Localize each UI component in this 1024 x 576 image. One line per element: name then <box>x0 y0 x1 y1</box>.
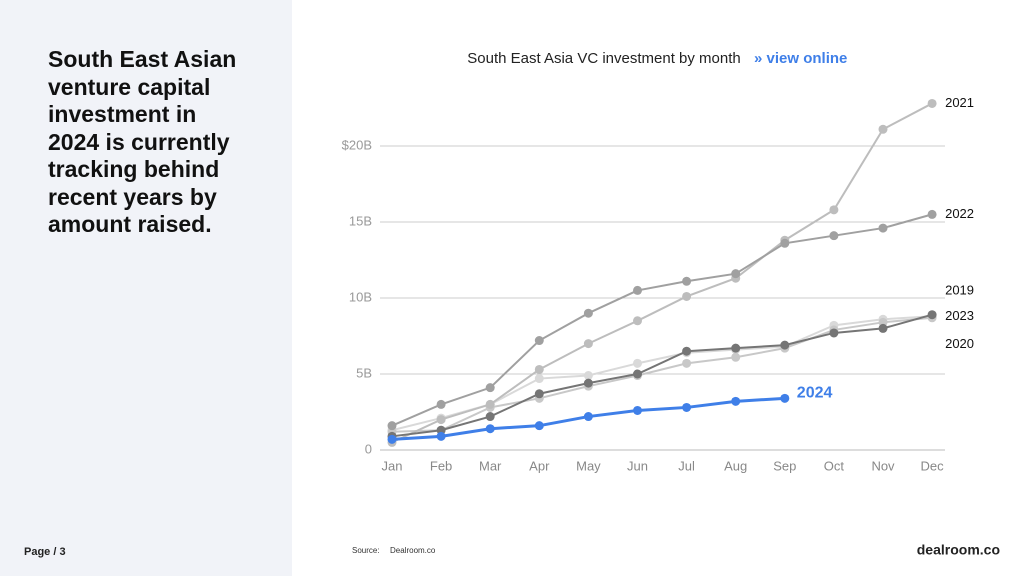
data-point <box>436 415 446 425</box>
x-tick-label: Oct <box>824 458 845 473</box>
series-line <box>391 315 933 432</box>
series-label: 2022 <box>945 206 974 221</box>
data-point <box>583 339 593 349</box>
x-tick-label: Jul <box>678 458 695 473</box>
data-point <box>780 238 790 248</box>
data-point <box>436 431 446 441</box>
source: Dealroom.co <box>390 546 436 555</box>
series-label: 2020 <box>945 336 974 351</box>
chart-title: South East Asia VC investment by month <box>467 50 740 67</box>
x-tick-label: Mar <box>479 458 502 473</box>
x-tick-label: Jun <box>627 458 648 473</box>
data-point <box>731 269 741 279</box>
data-point <box>927 98 937 108</box>
data-point <box>731 396 741 406</box>
data-point <box>583 371 593 381</box>
source-label: Source: <box>352 546 380 555</box>
data-point <box>387 434 397 444</box>
data-point <box>534 421 544 431</box>
data-point <box>633 285 642 295</box>
data-point <box>780 340 790 350</box>
y-tick-label: 0 <box>365 441 372 456</box>
data-point <box>387 421 397 431</box>
data-point <box>682 276 692 286</box>
data-point <box>633 358 642 368</box>
view-online-link[interactable]: » view online <box>754 50 847 67</box>
data-point <box>534 336 544 346</box>
logo: dealroom.co <box>917 542 1000 558</box>
x-tick-label: Apr <box>529 458 550 473</box>
data-point <box>829 205 839 215</box>
series-line <box>391 102 933 444</box>
x-tick-label: Sep <box>773 458 796 473</box>
data-point <box>878 124 888 134</box>
y-tick-label: 5B <box>356 365 372 380</box>
data-point <box>682 291 692 301</box>
series-label: 2021 <box>945 95 974 110</box>
series-label: 2023 <box>945 308 974 323</box>
data-point <box>633 369 642 379</box>
x-tick-label: Nov <box>871 458 895 473</box>
data-point <box>829 231 839 241</box>
data-point <box>583 308 593 318</box>
series-label: 2019 <box>945 283 974 298</box>
series-line <box>391 213 933 427</box>
series-label: 2024 <box>797 385 833 402</box>
data-point <box>633 316 642 326</box>
data-point <box>583 378 593 388</box>
data-point <box>633 405 642 415</box>
data-point <box>436 399 446 409</box>
headline: South East Asian venture capital investm… <box>48 46 237 237</box>
data-point <box>485 412 495 422</box>
x-tick-label: May <box>576 458 601 473</box>
data-point <box>829 328 839 338</box>
series-line <box>391 313 933 438</box>
data-point <box>682 402 692 412</box>
data-point <box>534 389 544 399</box>
data-point <box>878 223 888 233</box>
x-tick-label: Feb <box>430 458 452 473</box>
data-point <box>534 364 544 374</box>
y-tick-label: $20B <box>342 137 372 152</box>
data-point <box>583 412 593 422</box>
series-line <box>391 316 933 433</box>
data-point <box>534 374 544 384</box>
data-point <box>682 358 692 368</box>
x-tick-label: Jan <box>382 458 403 473</box>
data-point <box>731 343 741 353</box>
y-tick-label: 15B <box>349 213 372 228</box>
data-point <box>731 352 741 362</box>
data-point <box>927 209 937 219</box>
data-point <box>485 383 495 393</box>
data-point <box>780 393 790 403</box>
data-point <box>878 323 888 333</box>
data-point <box>485 424 495 434</box>
page-number: Page / 3 <box>24 546 66 558</box>
x-tick-label: Dec <box>921 458 945 473</box>
data-point <box>927 310 937 320</box>
data-point <box>682 346 692 356</box>
y-tick-label: 10B <box>349 289 372 304</box>
side-panel: South East Asian venture capital investm… <box>0 0 292 576</box>
data-point <box>485 399 495 409</box>
x-tick-label: Aug <box>724 458 747 473</box>
